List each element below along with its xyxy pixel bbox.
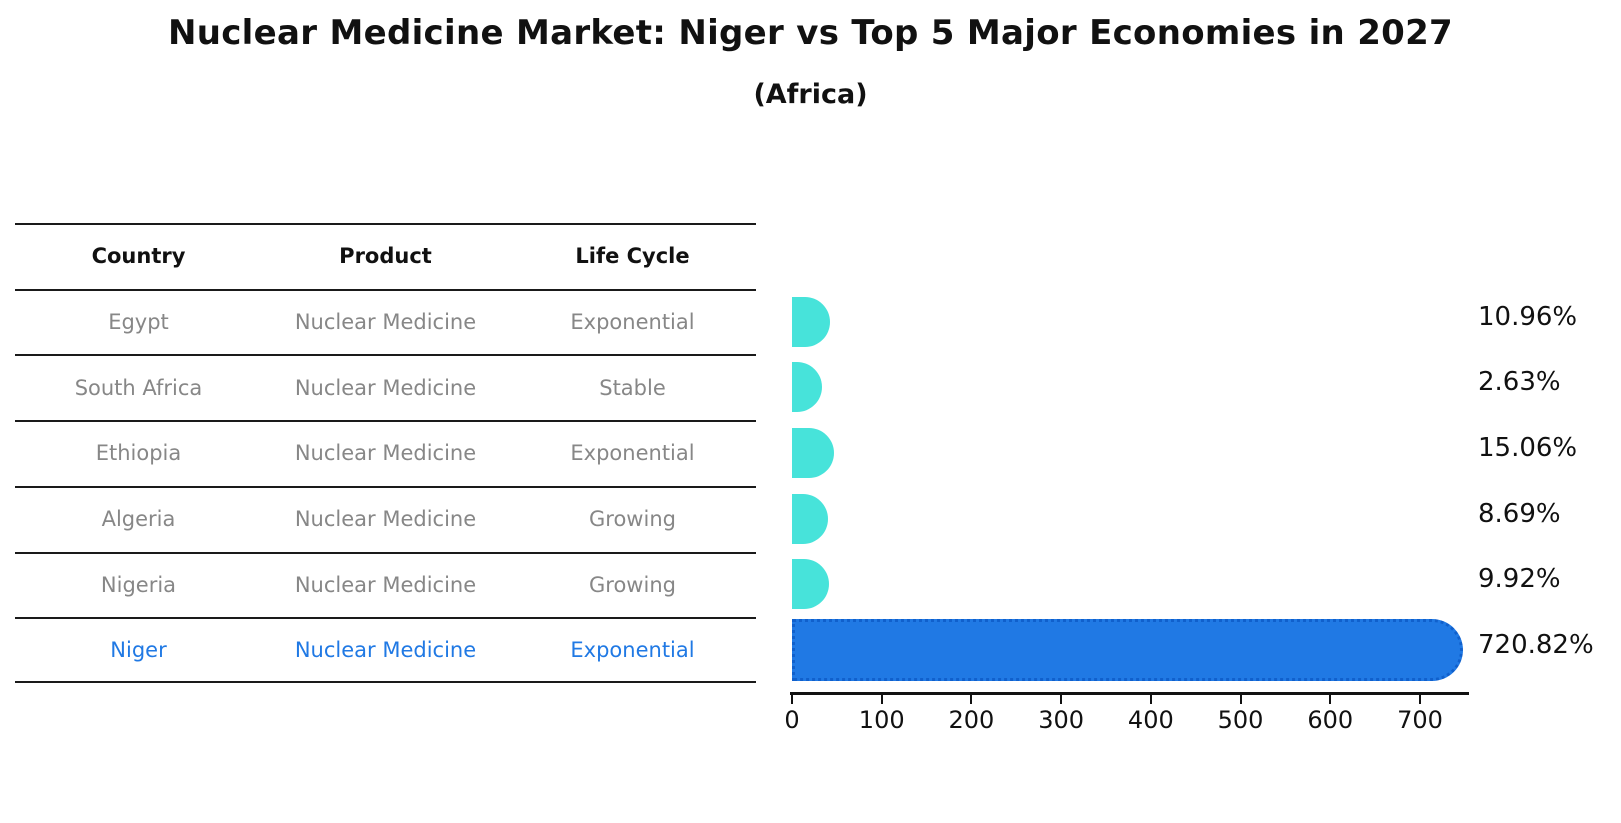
cell-life-cycle: Growing — [589, 507, 676, 532]
x-axis-tick-label: 600 — [1307, 706, 1354, 734]
bar-niger — [792, 619, 1463, 682]
column-header: Life Cycle — [575, 244, 690, 269]
value-label: 8.69% — [1478, 498, 1561, 529]
x-axis-tick-label: 700 — [1397, 706, 1443, 734]
cell-life-cycle: Exponential — [570, 637, 695, 662]
bar-nigeria — [792, 559, 829, 610]
cell-country: Nigeria — [100, 572, 177, 597]
cell-product: Nuclear Medicine — [294, 637, 477, 662]
cell-product: Nuclear Medicine — [294, 375, 477, 400]
cell-product: Nuclear Medicine — [294, 572, 477, 597]
column-header: Country — [91, 244, 186, 269]
bar-egypt — [792, 296, 830, 347]
x-axis-tick — [791, 695, 793, 704]
cell-life-cycle: Exponential — [570, 441, 695, 466]
value-label: 2.63% — [1478, 367, 1561, 398]
x-axis-tick — [1149, 695, 1152, 704]
x-axis-tick — [880, 695, 883, 704]
cell-country: Ethiopia — [95, 441, 182, 466]
x-axis-tick — [1060, 695, 1063, 704]
table-row: Egypt Nuclear Medicine Exponential — [15, 288, 756, 355]
cell-country: South Africa — [74, 375, 203, 400]
chart-subtitle: (Africa) — [753, 79, 868, 110]
x-axis-tick-label: 500 — [1217, 706, 1264, 734]
cell-life-cycle: Exponential — [570, 310, 695, 335]
x-axis-tick-label: 400 — [1127, 706, 1174, 734]
bar-algeria — [792, 493, 828, 544]
x-axis-tick — [1239, 695, 1242, 704]
cell-product: Nuclear Medicine — [294, 507, 477, 532]
cell-product: Nuclear Medicine — [294, 441, 477, 466]
value-label: 720.82% — [1478, 630, 1594, 661]
cell-product: Nuclear Medicine — [294, 310, 477, 335]
cell-country: Niger — [110, 637, 167, 662]
cell-life-cycle: Stable — [599, 375, 666, 400]
value-label: 10.96% — [1478, 301, 1578, 332]
table-row: Ethiopia Nuclear Medicine Exponential — [15, 420, 756, 486]
table-row: South Africa Nuclear Medicine Stable — [15, 354, 756, 420]
country-table: Country Product Life Cycle Egypt Nuclear Med… — [15, 223, 756, 683]
chart-title: Nuclear Medicine Market: Niger vs Top 5 … — [167, 13, 1454, 53]
cell-life-cycle: Growing — [589, 572, 676, 597]
table-header-row: Country Product Life Cycle — [15, 223, 756, 289]
cell-country: Algeria — [101, 507, 176, 532]
table-row: Nigeria Nuclear Medicine Growing — [15, 551, 756, 618]
x-axis-tick — [970, 695, 973, 704]
column-header: Product — [339, 244, 432, 269]
table-row: Niger Nuclear Medicine Exponential — [15, 617, 756, 683]
value-label: 15.06% — [1478, 432, 1578, 463]
x-axis-tick-label: 200 — [948, 706, 995, 734]
x-axis-tick-label: 0 — [784, 706, 800, 734]
value-label: 9.92% — [1478, 564, 1561, 595]
x-axis-tick-label: 300 — [1038, 706, 1085, 734]
bar-ethiopia — [792, 427, 834, 478]
x-axis-tick — [1418, 695, 1421, 704]
cell-country: Egypt — [108, 310, 169, 335]
x-axis-tick — [1329, 695, 1332, 704]
table-row: Algeria Nuclear Medicine Growing — [15, 485, 756, 552]
x-axis-line — [790, 692, 1469, 695]
bar-south-africa — [792, 362, 822, 413]
x-axis-tick-label: 100 — [858, 706, 905, 734]
